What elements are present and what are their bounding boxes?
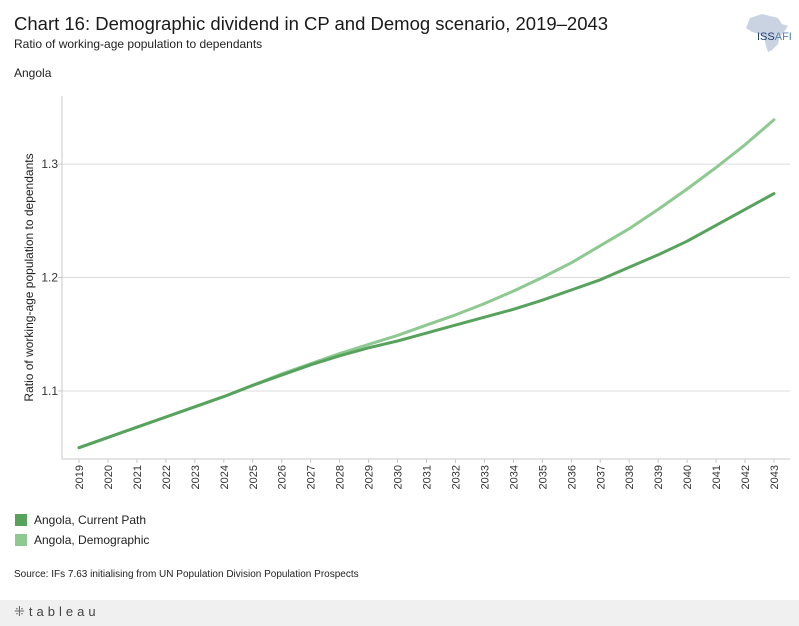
tableau-logo[interactable]: ⁜ tableau <box>14 604 100 620</box>
x-tick-label: 2034 <box>508 465 520 489</box>
x-tick-label: 2038 <box>624 465 636 489</box>
y-axis-ticks: 1.1 1.2 1.3 <box>41 157 62 398</box>
legend: Angola, Current Path Angola, Demographic <box>15 510 149 550</box>
x-tick-label: 2043 <box>769 465 781 489</box>
x-tick-label: 2024 <box>219 465 231 489</box>
line-chart: 1.11.21.3 2019 2020 2021 2022 2023 2024 2025 20… <box>22 96 790 489</box>
x-tick-label: 2028 <box>335 465 347 489</box>
x-tick-label: 2022 <box>161 465 173 489</box>
y-tick-label: 1.2 <box>41 271 58 285</box>
x-tick-label: 2030 <box>393 465 405 489</box>
country-label: Angola <box>14 66 52 80</box>
x-axis-ticks: 2019 2020 2021 2022 2023 2024 2025 2026 2027 2028… <box>74 459 781 489</box>
y-axis-label: Ratio of working-age population to depen… <box>22 153 36 401</box>
africa-map-icon <box>746 14 788 52</box>
legend-item-current-path[interactable]: Angola, Current Path <box>15 510 149 530</box>
chart-subtitle: Ratio of working-age population to depen… <box>14 37 263 51</box>
x-tick-label: 2041 <box>711 465 723 489</box>
x-tick-label: 2031 <box>422 465 434 489</box>
x-tick-label: 2039 <box>653 465 665 489</box>
legend-label-current-path: Angola, Current Path <box>34 513 147 527</box>
x-tick-label: 2025 <box>248 465 260 489</box>
x-tick-label: 2040 <box>682 465 694 489</box>
tableau-plus-icon: ⁜ <box>14 604 25 619</box>
legend-swatch-current-path <box>15 514 27 526</box>
tableau-brand-text: tableau <box>28 604 100 619</box>
x-tick-label: 2032 <box>450 465 462 489</box>
chart-title: Chart 16: Demographic dividend in CP and… <box>14 13 609 34</box>
x-tick-label: 2023 <box>190 465 202 489</box>
x-tick-label: 2042 <box>740 465 752 489</box>
series-line-angola-demographic <box>77 118 776 450</box>
x-tick-label: 2021 <box>132 465 144 489</box>
y-tick-label: 1.1 <box>41 384 58 398</box>
x-tick-label: 2035 <box>537 465 549 489</box>
iss-afi-logo: ISSAFI <box>757 31 792 43</box>
legend-label-demographic: Angola, Demographic <box>34 533 150 547</box>
x-tick-label: 2036 <box>566 465 578 489</box>
x-tick-label: 2027 <box>306 465 318 489</box>
logo-iss-text: ISS <box>757 31 775 43</box>
series-line-angola-current-path <box>77 192 776 450</box>
grid-lines <box>62 163 790 392</box>
logo-afi-text: AFI <box>774 31 792 43</box>
x-tick-label: 2033 <box>479 465 491 489</box>
x-tick-label: 2037 <box>595 465 607 489</box>
x-tick-label: 2020 <box>103 465 115 489</box>
y-tick-label: 1.3 <box>41 157 58 171</box>
series-lines <box>77 118 776 450</box>
legend-item-demographic[interactable]: Angola, Demographic <box>15 530 149 550</box>
x-tick-label: 2029 <box>364 465 376 489</box>
x-tick-label: 2026 <box>277 465 289 489</box>
x-tick-label: 2019 <box>74 465 86 489</box>
legend-swatch-demographic <box>15 534 27 546</box>
tableau-footer: ⁜ tableau <box>0 600 799 626</box>
source-note: Source: IFs 7.63 initialising from UN Po… <box>14 569 359 580</box>
